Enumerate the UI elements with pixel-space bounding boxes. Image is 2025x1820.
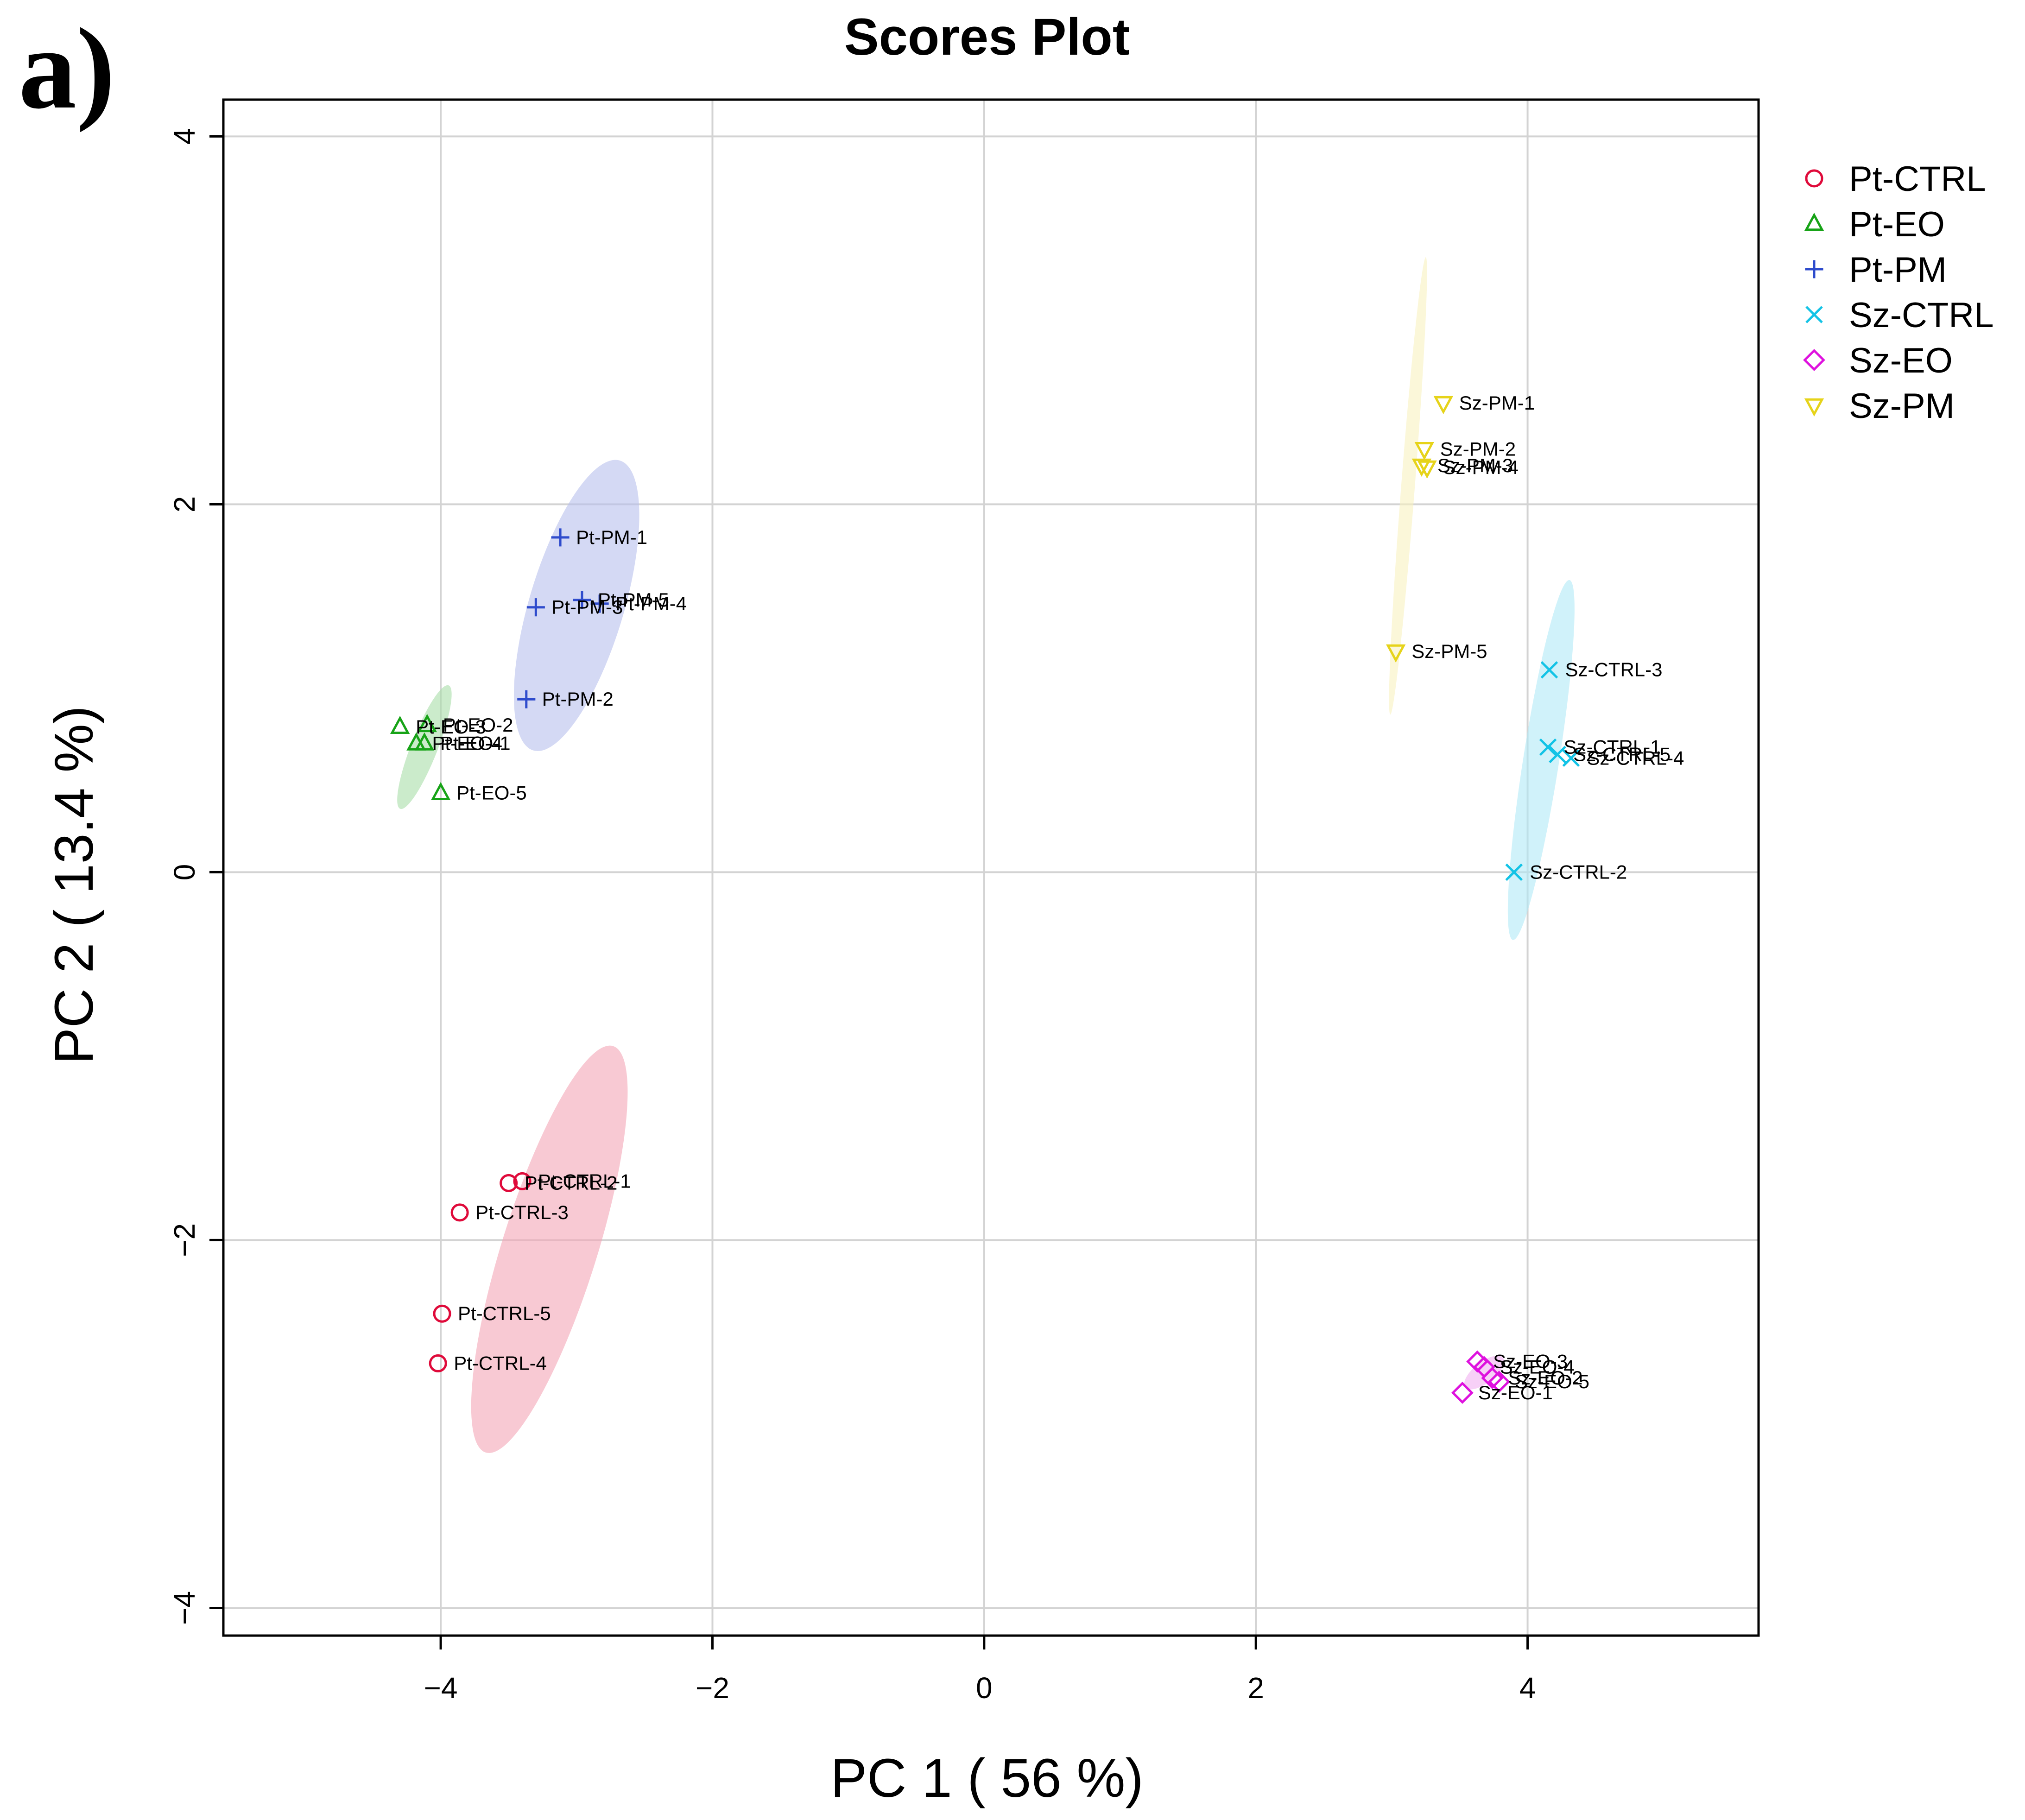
y-tick-label: 2 [168, 496, 201, 513]
legend-marker-pt-eo [1804, 213, 1824, 231]
legend-marker-pt-ctrl [1805, 169, 1823, 188]
point-pt-pm-5 [573, 591, 591, 609]
point-label-sz-pm-3: Sz-PM-3 [1437, 455, 1513, 476]
plot-frame [222, 98, 1760, 1637]
point-label-pt-pm-1: Pt-PM-1 [576, 526, 647, 548]
point-sz-ctrl-5 [1549, 746, 1566, 764]
point-pt-ctrl-2 [500, 1174, 518, 1192]
point-pt-eo-3 [390, 715, 410, 734]
point-sz-pm-2 [1414, 442, 1434, 461]
point-labels: Pt-CTRL-1Pt-CTRL-2 Pt-CTRL-3 Pt-CTRL-4 Pt-C… [416, 392, 1684, 1403]
panel-label: a) [19, 5, 115, 133]
legend-label-pt-pm: Pt-PM [1849, 250, 1947, 290]
point-label-pt-eo-1: Pt-EO-1 [440, 733, 511, 754]
point-label-pt-eo-4: Pt-EO-4 [432, 733, 502, 754]
y-tick-label: −2 [168, 1223, 201, 1257]
x-tick-label: −2 [696, 1671, 729, 1705]
legend-label-sz-eo: Sz-EO [1849, 341, 1953, 380]
point-pt-ctrl-5 [433, 1304, 451, 1323]
point-label-pt-pm-5: Pt-PM-5 [598, 589, 669, 611]
point-pt-ctrl-1 [513, 1172, 532, 1190]
point-label-sz-eo-4: Sz-EO-4 [1500, 1356, 1575, 1378]
point-label-sz-pm-2: Sz-PM-2 [1440, 438, 1516, 460]
point-sz-ctrl-3 [1540, 661, 1558, 679]
point-label-pt-ctrl-4: Pt-CTRL-4 [454, 1352, 547, 1374]
point-pt-ctrl-4 [429, 1354, 447, 1372]
point-sz-pm-4 [1417, 460, 1437, 479]
y-tick-label: 0 [168, 864, 201, 881]
legend-marker-sz-ctrl [1805, 306, 1823, 323]
point-label-sz-pm-1: Sz-PM-1 [1459, 392, 1535, 414]
point-label-pt-eo-3: Pt-EO-3 [416, 716, 486, 738]
point-pt-eo-4 [406, 732, 426, 751]
point-label-sz-eo-1: Sz-EO-1 [1478, 1382, 1553, 1403]
point-pt-pm-3 [526, 598, 545, 617]
ellipse-pt-pm [513, 460, 639, 752]
legend-marker-sz-pm [1804, 398, 1824, 417]
y-tick-label: −4 [168, 1591, 201, 1625]
confidence-ellipses [397, 257, 1575, 1453]
point-label-pt-pm-4: Pt-PM-4 [615, 593, 687, 614]
point-pt-eo-5 [430, 782, 451, 800]
legend: Pt-CTRL Pt-EO Pt-PM Sz-CTRL Sz-EO Sz-PM [1803, 159, 1993, 426]
point-label-pt-ctrl-3: Pt-CTRL-3 [475, 1201, 569, 1223]
point-label-sz-pm-5: Sz-PM-5 [1411, 640, 1487, 662]
point-label-sz-ctrl-2: Sz-CTRL-2 [1530, 861, 1627, 883]
point-label-pt-eo-5: Pt-EO-5 [456, 782, 527, 804]
legend-label-pt-eo: Pt-EO [1849, 205, 1945, 244]
point-sz-ctrl-4 [1562, 749, 1580, 767]
legend-label-pt-ctrl: Pt-CTRL [1849, 159, 1986, 199]
legend-marker-sz-eo [1803, 349, 1825, 371]
point-sz-pm-1 [1433, 396, 1454, 415]
point-label-sz-ctrl-3: Sz-CTRL-3 [1565, 659, 1662, 681]
legend-label-sz-ctrl: Sz-CTRL [1849, 296, 1993, 335]
legend-marker-pt-pm [1805, 260, 1823, 278]
x-tick-label: 0 [976, 1671, 993, 1705]
point-pt-pm-1 [551, 528, 570, 547]
legend-label-sz-pm: Sz-PM [1849, 386, 1955, 426]
point-sz-eo-4 [1473, 1356, 1495, 1378]
y-tick-label: 4 [168, 128, 201, 145]
point-pt-pm-4 [590, 594, 609, 613]
point-label-sz-eo-2: Sz-EO-2 [1508, 1367, 1582, 1389]
point-pt-pm-2 [517, 690, 536, 708]
point-sz-pm-5 [1386, 644, 1406, 663]
chart-title: Scores Plot [844, 8, 1130, 66]
x-axis-title: PC 1 ( 56 %) [830, 1748, 1143, 1809]
point-sz-pm-3 [1411, 458, 1432, 477]
point-label-pt-pm-2: Pt-PM-2 [542, 688, 614, 710]
data-points [390, 396, 1580, 1404]
point-label-pt-ctrl-2: Pt-CTRL-2 [525, 1172, 618, 1194]
point-pt-eo-2 [417, 714, 437, 733]
x-tick-label: −4 [424, 1671, 458, 1705]
ellipse-sz-eo [1464, 1355, 1504, 1390]
point-sz-eo-1 [1451, 1382, 1474, 1404]
ellipse-sz-ctrl [1507, 580, 1575, 940]
point-label-pt-pm-3: Pt-PM-3 [551, 596, 623, 618]
ellipse-pt-ctrl [471, 1045, 628, 1453]
point-label-sz-eo-3: Sz-EO-3 [1493, 1350, 1568, 1372]
point-label-pt-eo-2: Pt-EO-2 [443, 714, 513, 736]
point-sz-ctrl-1 [1539, 738, 1557, 756]
point-pt-ctrl-3 [450, 1203, 469, 1222]
axes: −4 −2 0 2 4 −4 −2 0 2 4 [168, 128, 1536, 1705]
point-label-sz-ctrl-1: Sz-CTRL-1 [1564, 736, 1661, 758]
point-label-sz-ctrl-4: Sz-CTRL-4 [1587, 747, 1684, 769]
x-tick-label: 2 [1247, 1671, 1264, 1705]
point-sz-ctrl-2 [1505, 863, 1523, 881]
point-label-sz-eo-5: Sz-EO-5 [1515, 1371, 1589, 1392]
point-label-pt-ctrl-1: Pt-CTRL-1 [538, 1170, 631, 1192]
point-label-sz-ctrl-5: Sz-CTRL-5 [1573, 743, 1671, 765]
point-label-pt-ctrl-5: Pt-CTRL-5 [458, 1302, 551, 1324]
ellipse-pt-eo [397, 685, 452, 809]
ellipse-sz-pm [1389, 257, 1427, 715]
point-sz-eo-5 [1488, 1371, 1510, 1393]
y-axis-title: PC 2 ( 13.4 %) [44, 706, 105, 1064]
point-label-sz-pm-4: Sz-PM-4 [1443, 456, 1519, 478]
x-tick-label: 4 [1519, 1671, 1536, 1705]
